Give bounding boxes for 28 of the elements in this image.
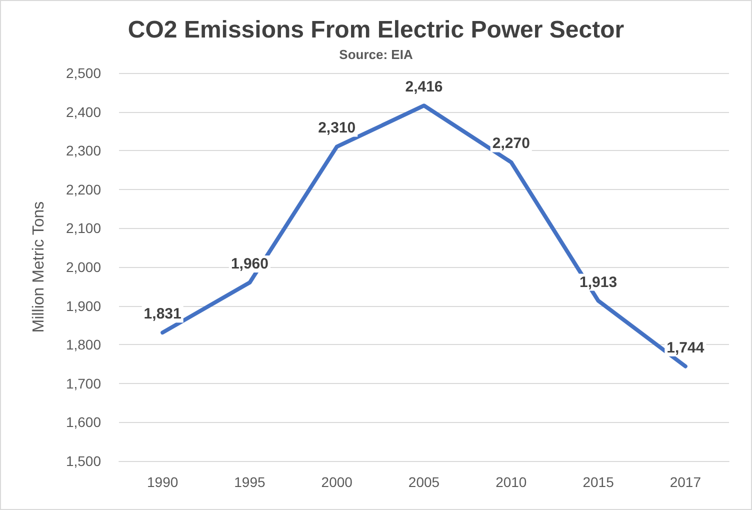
y-tick-label: 1,800	[66, 336, 102, 353]
y-tick-label: 2,400	[66, 104, 102, 120]
x-tick-label: 2000	[321, 474, 353, 490]
data-label: 2,416	[405, 78, 443, 96]
y-axis-title: Million Metric Tons	[30, 201, 48, 333]
y-tick-label: 2,100	[66, 220, 102, 236]
y-tick-label: 2,300	[66, 142, 102, 159]
data-label: 1,913	[580, 274, 618, 291]
x-tick-label: 2005	[408, 474, 440, 490]
data-label: 2,310	[318, 120, 356, 137]
y-tick-label: 2,000	[66, 259, 102, 275]
data-label: 1,960	[230, 256, 268, 273]
x-tick-label: 1990	[146, 474, 178, 490]
x-tick-label: 2017	[670, 474, 702, 490]
y-tick-label: 2,500	[66, 65, 102, 81]
y-tick-label: 1,700	[66, 375, 102, 392]
x-tick-label: 2015	[582, 474, 614, 490]
x-tick-label: 1995	[234, 474, 266, 490]
y-tick-label: 2,200	[66, 181, 102, 198]
chart-title: CO2 Emissions From Electric Power Sector	[128, 16, 624, 44]
y-tick-label: 1,500	[66, 453, 102, 469]
y-tick-label: 1,900	[66, 298, 102, 314]
data-label: 1,831	[144, 306, 182, 323]
y-tick-label: 1,600	[66, 414, 102, 430]
data-label: 1,744	[666, 339, 705, 356]
data-label: 2,270	[492, 135, 530, 152]
x-tick-label: 2010	[496, 474, 527, 490]
chart-subtitle: Source: EIA	[339, 47, 414, 62]
